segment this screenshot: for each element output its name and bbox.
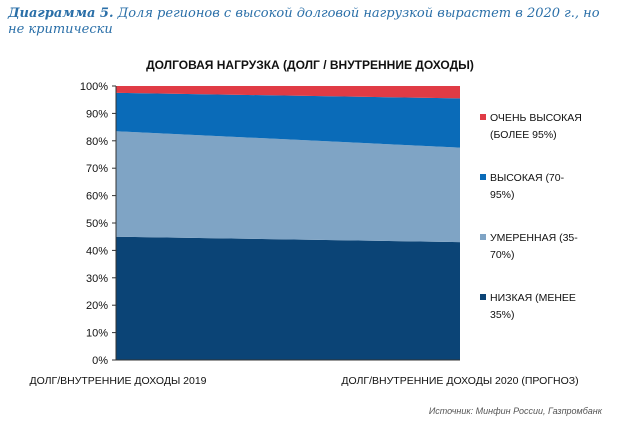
area-series-0 [116,236,460,360]
y-tick-label: 50% [86,218,108,230]
chart-title: ДОЛГОВАЯ НАГРУЗКА (ДОЛГ / ВНУТРЕННИЕ ДОХ… [146,58,474,72]
y-tick-label: 40% [86,245,108,257]
legend-item-moderate: УМЕРЕННАЯ (35-70%) [480,230,585,264]
area-series-2 [116,92,460,148]
y-tick-label: 90% [86,108,108,120]
area-series-1 [116,131,460,243]
legend-item-low: НИЗКАЯ (МЕНЕЕ 35%) [480,290,585,324]
y-tick-label: 30% [86,273,108,285]
area-series-3 [116,86,460,99]
x-tick-label: ДОЛГ/ВНУТРЕННИЕ ДОХОДЫ 2020 (ПРОГНОЗ) [341,375,578,387]
legend-item-high: ВЫСОКАЯ (70-95%) [480,170,585,204]
x-tick-label: ДОЛГ/ВНУТРЕННИЕ ДОХОДЫ 2019 [29,375,206,387]
legend-item-very-high: ОЧЕНЬ ВЫСОКАЯ (БОЛЕЕ 95%) [480,110,585,144]
legend-swatch-high [480,174,486,180]
y-tick-label: 100% [80,81,108,93]
source-note: Источник: Минфин России, Газпромбанк [428,406,602,416]
y-tick-label: 20% [86,300,108,312]
legend-swatch-very-high [480,114,486,120]
figure-caption: Диаграмма 5. Доля регионов с высокой дол… [8,6,608,38]
y-tick-label: 60% [86,191,108,203]
legend-label-very-high: ОЧЕНЬ ВЫСОКАЯ (БОЛЕЕ 95%) [490,112,582,141]
legend-label-high: ВЫСОКАЯ (70-95%) [490,172,565,201]
legend-label-moderate: УМЕРЕННАЯ (35-70%) [490,232,578,261]
y-tick-label: 10% [86,328,108,340]
y-tick-label: 70% [86,163,108,175]
legend-label-low: НИЗКАЯ (МЕНЕЕ 35%) [490,292,576,321]
y-tick-label: 0% [92,355,108,367]
caption-text: Доля регионов с высокой долговой нагрузк… [8,6,600,37]
caption-number: Диаграмма 5. [8,6,114,21]
legend-swatch-moderate [480,234,486,240]
legend-swatch-low [480,294,486,300]
y-tick-label: 80% [86,136,108,148]
